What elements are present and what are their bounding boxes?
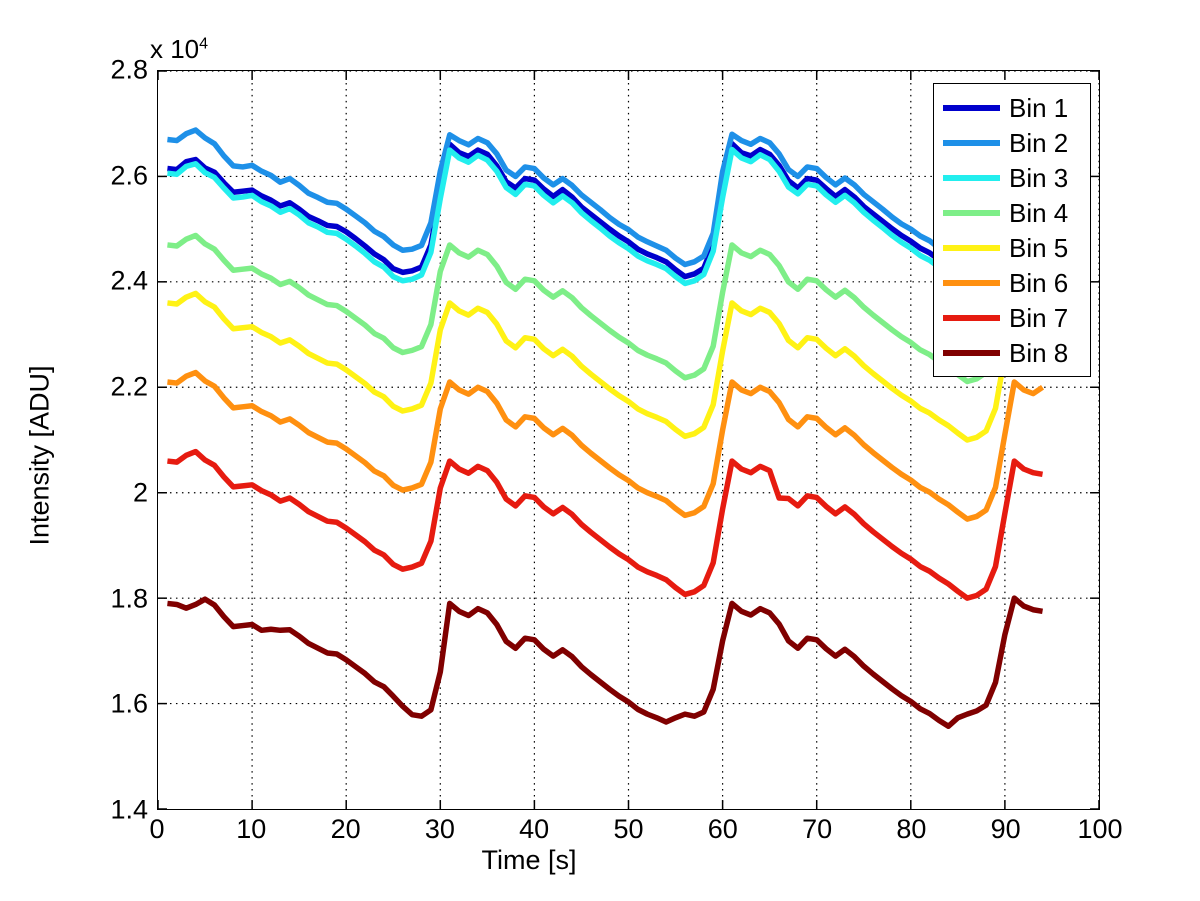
legend-item-3: Bin 3 [934,160,1090,195]
legend-item-2: Bin 2 [934,125,1090,160]
x-tick-label: 100 [1077,814,1123,844]
legend-color-swatch [943,279,1000,286]
y-axis-tick-labels: 1.4 1.6 1.8 2 2.2 2.4 2.6 2.8 [0,0,148,901]
legend-label: Bin 6 [1009,267,1069,298]
data-series-lines [167,127,1045,729]
x-tick-label: 40 [519,814,550,844]
legend-item-7: Bin 7 [934,300,1090,335]
legend-label: Bin 8 [1009,337,1069,368]
legend-label: Bin 4 [1009,197,1069,228]
x-tick-label: 50 [613,814,644,844]
y-axis-exponent-label: x 104 [150,34,208,65]
legend-color-swatch [943,174,1000,181]
legend: Bin 1 Bin 2 Bin 3 Bin 4 Bin 5 Bin 6 Bin 7 Bin 8 [933,83,1091,377]
x-tick-label: 0 [149,814,165,844]
y-tick-label: 2 [132,477,148,508]
legend-item-1: Bin 1 [934,90,1090,125]
y-axis-exponent-base: x 10 [150,34,200,64]
legend-item-6: Bin 6 [934,265,1090,300]
legend-label: Bin 1 [1009,92,1069,123]
legend-label: Bin 2 [1009,127,1069,158]
y-tick-label: 1.4 [110,794,148,825]
x-tick-label: 30 [424,814,455,844]
grid-lines [158,71,1099,809]
x-tick-label: 80 [896,814,927,844]
y-tick-label: 2.8 [110,54,148,85]
y-tick-label: 2.2 [110,371,148,402]
y-tick-label: 1.6 [110,688,148,719]
legend-color-swatch [943,244,1000,251]
y-tick-label: 2.4 [110,265,148,296]
y-tick-label: 1.8 [110,583,148,614]
legend-color-swatch [943,349,1000,356]
legend-label: Bin 5 [1009,232,1069,263]
x-tick-label: 20 [330,814,361,844]
legend-color-swatch [943,314,1000,321]
legend-color-swatch [943,104,1000,111]
legend-item-8: Bin 8 [934,335,1090,370]
y-tick-label: 2.6 [110,160,148,191]
x-tick-label: 90 [990,814,1021,844]
legend-color-swatch [943,139,1000,146]
legend-label: Bin 7 [1009,302,1069,333]
y-axis-title: Intensity [ADU] [24,365,55,546]
x-axis-title-text: Time [s] [481,845,577,875]
x-axis-title: Time [s] [0,845,1200,876]
legend-label: Bin 3 [1009,162,1069,193]
x-tick-label: 60 [707,814,738,844]
legend-item-4: Bin 4 [934,195,1090,230]
x-tick-label: 70 [802,814,833,844]
y-axis-exponent-power: 4 [199,35,209,53]
x-tick-label: 10 [236,814,267,844]
legend-color-swatch [943,209,1000,216]
legend-item-5: Bin 5 [934,230,1090,265]
